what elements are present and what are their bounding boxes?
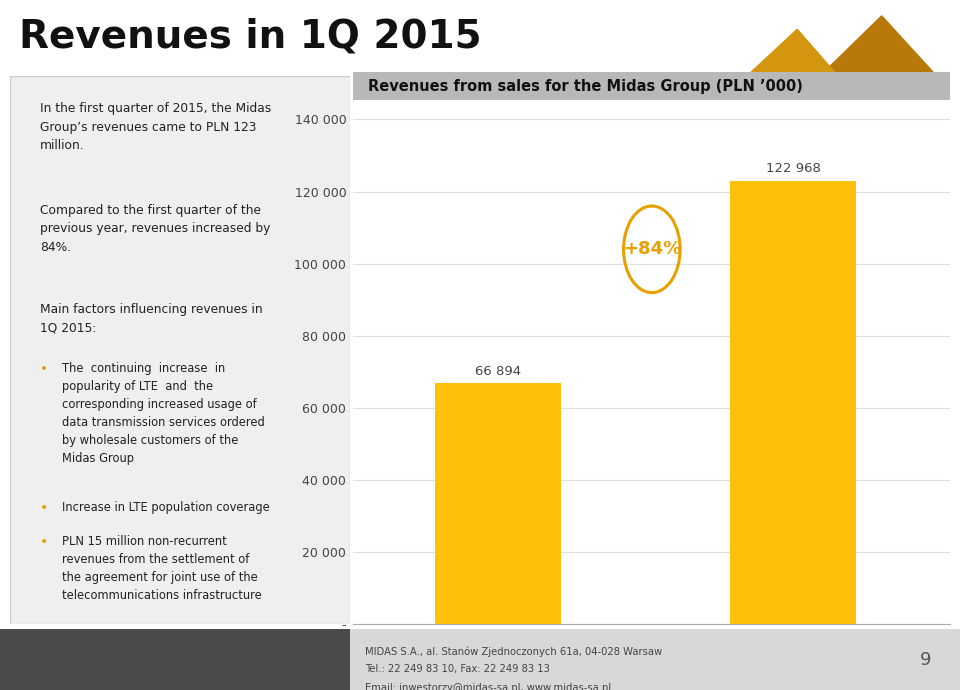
Text: In the first quarter of 2015, the Midas
Group’s revenues came to PLN 123
million: In the first quarter of 2015, the Midas … <box>40 102 271 152</box>
Text: Compared to the first quarter of the
previous year, revenues increased by
84%.: Compared to the first quarter of the pre… <box>40 204 270 254</box>
Text: Revenues in 1Q 2015: Revenues in 1Q 2015 <box>19 17 482 55</box>
Text: The  continuing  increase  in
popularity of LTE  and  the
corresponding increase: The continuing increase in popularity of… <box>62 362 265 464</box>
Text: +84%: +84% <box>623 240 681 258</box>
Text: Main factors influencing revenues in
1Q 2015:: Main factors influencing revenues in 1Q … <box>40 303 262 335</box>
FancyBboxPatch shape <box>353 72 950 100</box>
Bar <box>435 383 561 624</box>
Text: •: • <box>40 535 48 549</box>
FancyBboxPatch shape <box>350 629 960 690</box>
Text: Increase in LTE population coverage: Increase in LTE population coverage <box>62 501 270 513</box>
FancyBboxPatch shape <box>0 629 350 690</box>
Polygon shape <box>804 16 951 92</box>
Bar <box>731 181 856 624</box>
FancyBboxPatch shape <box>10 76 350 624</box>
Text: MIDAS: MIDAS <box>817 110 862 123</box>
Text: •: • <box>40 501 48 515</box>
Polygon shape <box>730 30 852 92</box>
Text: 66 894: 66 894 <box>475 365 521 377</box>
Text: Tel.: 22 249 83 10, Fax: 22 249 83 13: Tel.: 22 249 83 10, Fax: 22 249 83 13 <box>365 664 550 675</box>
Text: Revenues from sales for the Midas Group (PLN ’000): Revenues from sales for the Midas Group … <box>369 79 804 94</box>
Text: 122 968: 122 968 <box>766 162 821 175</box>
Text: PLN 15 million non-recurrent
revenues from the settlement of
the agreement for j: PLN 15 million non-recurrent revenues fr… <box>62 535 262 602</box>
Text: MIDAS S.A., al. Stanów Zjednoczonych 61a, 04-028 Warsaw: MIDAS S.A., al. Stanów Zjednoczonych 61a… <box>365 647 662 657</box>
Text: Email: inwestorzy@midas-sa.pl, www.midas-sa.pl: Email: inwestorzy@midas-sa.pl, www.midas… <box>365 682 611 690</box>
Text: 9: 9 <box>920 651 931 669</box>
Text: •: • <box>40 362 48 375</box>
